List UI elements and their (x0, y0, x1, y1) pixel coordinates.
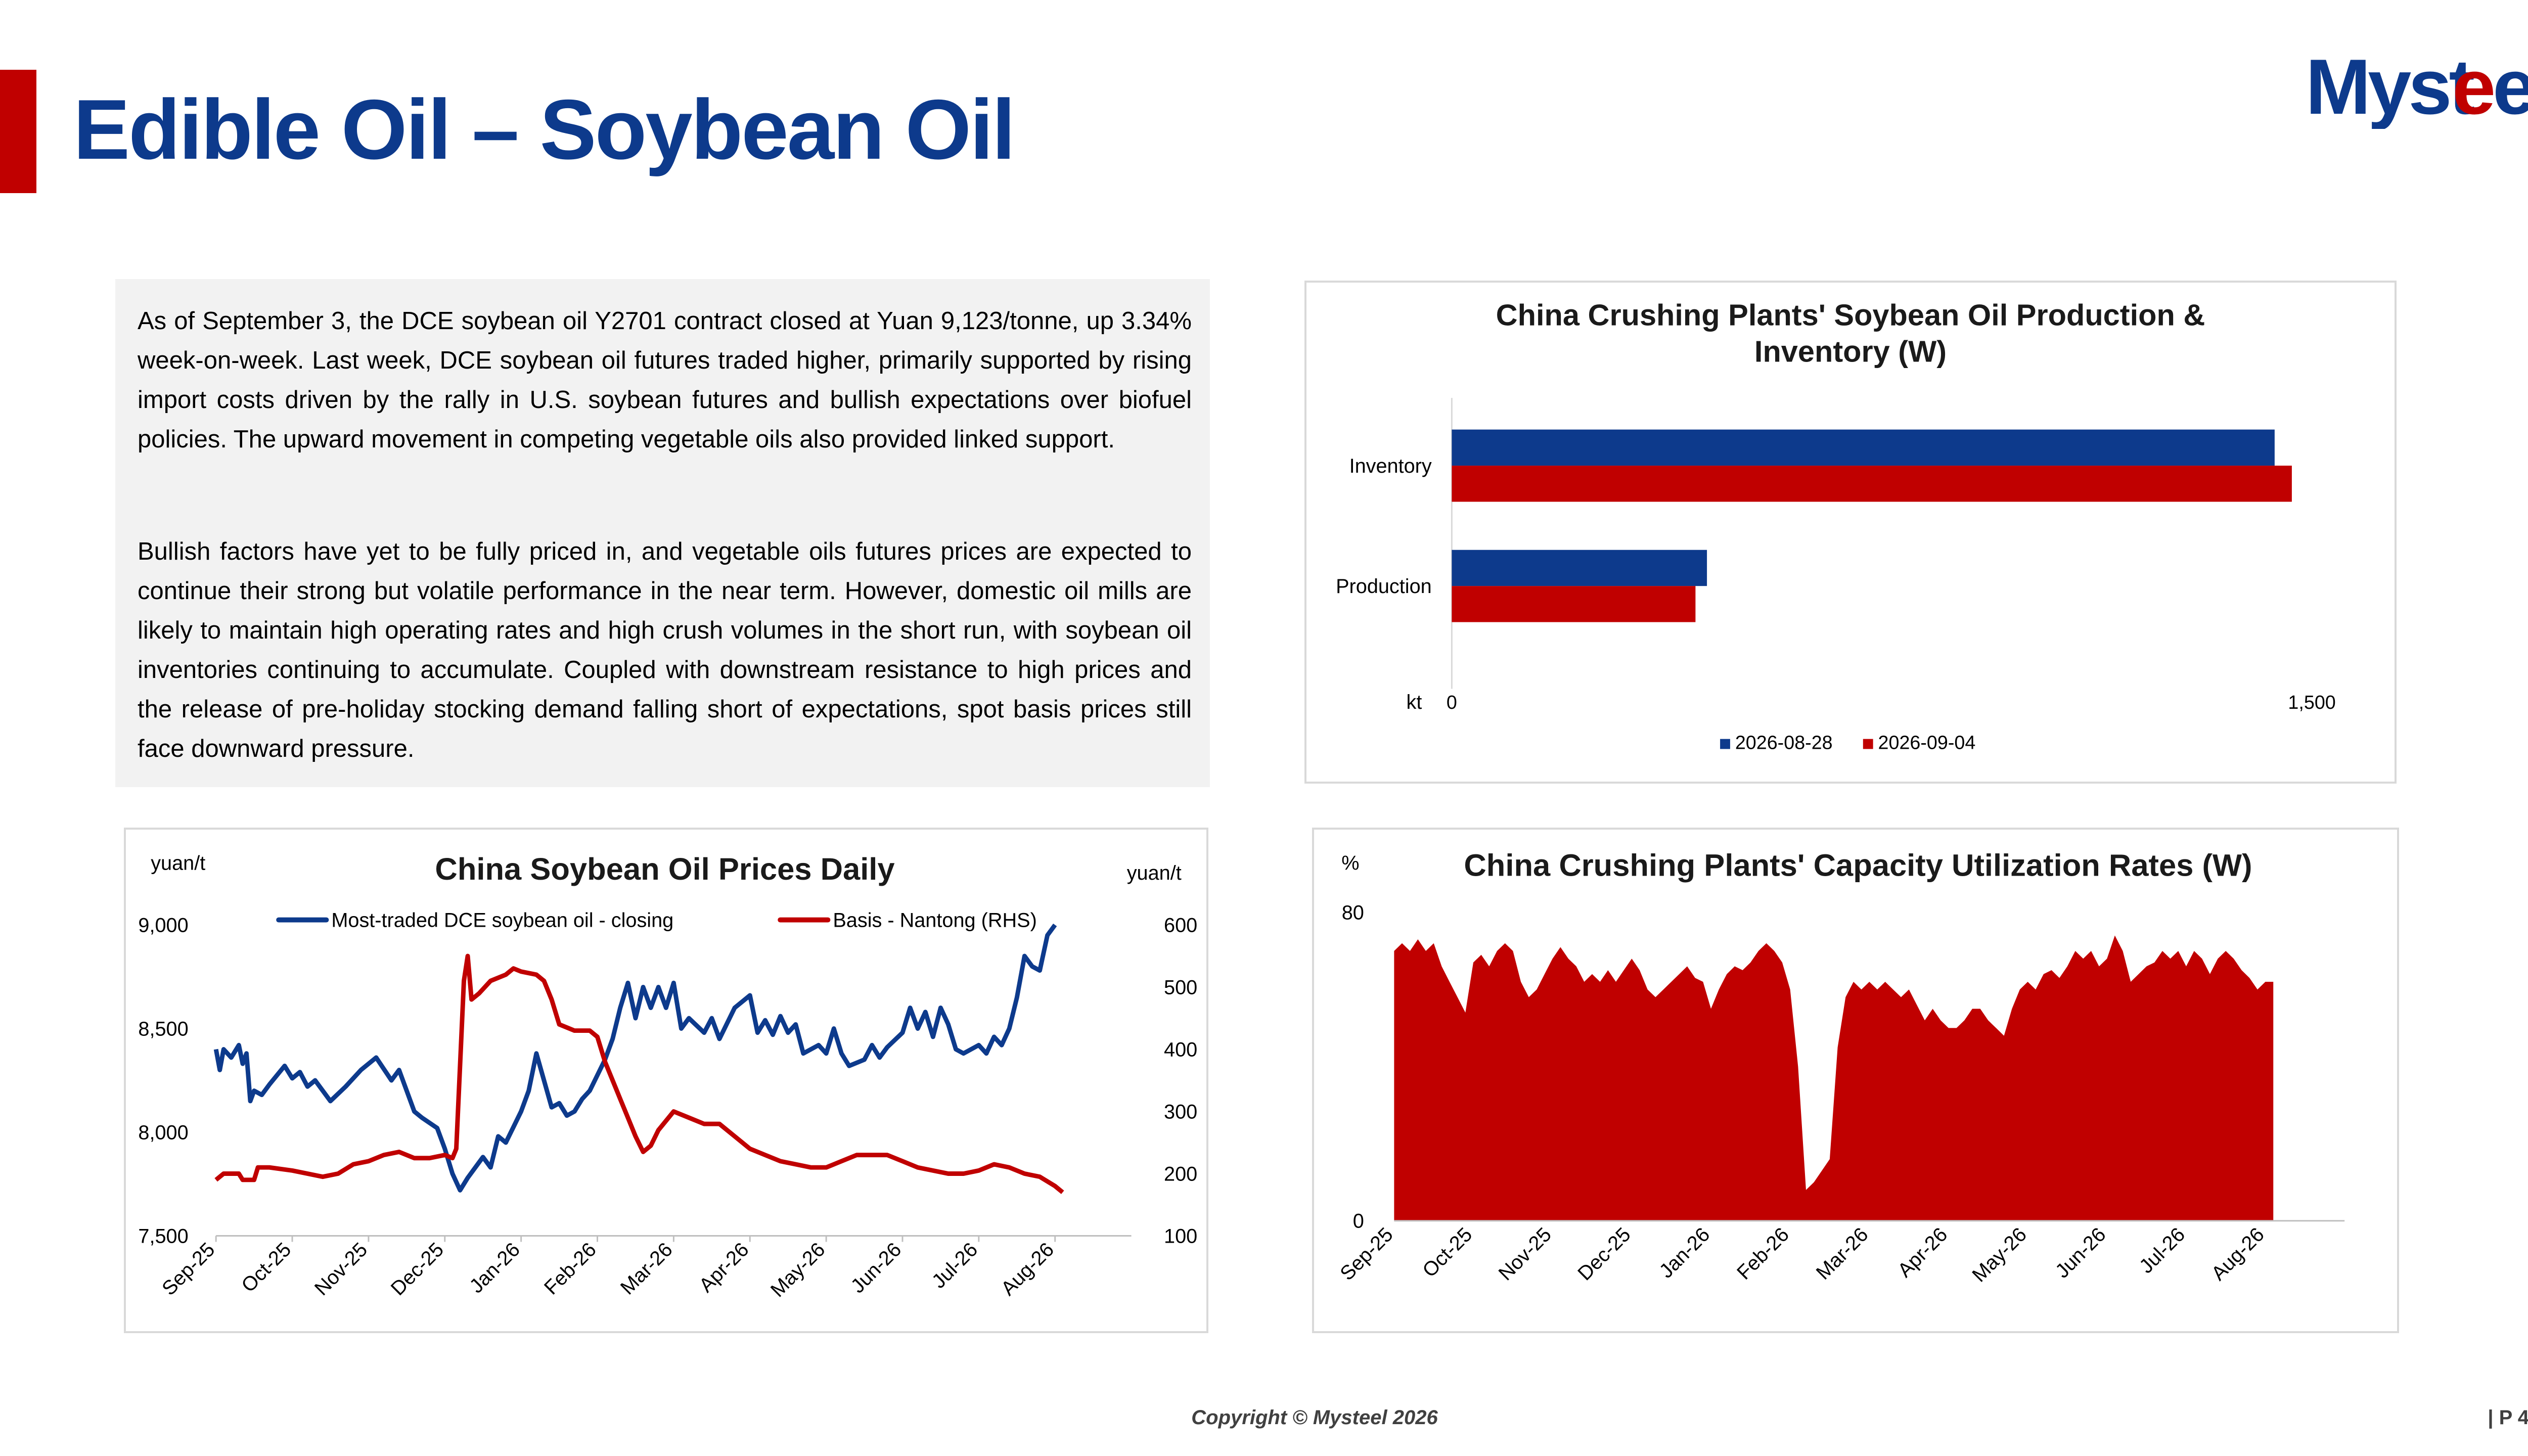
y-tick-label-right: 600 (1164, 914, 1197, 936)
y-tick-label-left: 8,500 (138, 1018, 188, 1040)
x-tick-label: May-26 (1968, 1223, 2031, 1287)
svg-text:el: el (2493, 43, 2528, 129)
series-line (214, 953, 1064, 1194)
y-tick-label: 0 (1353, 1210, 1364, 1233)
production-inventory-chart: China Crushing Plants' Soybean Oil Produ… (1304, 281, 2397, 784)
bar (1452, 550, 1707, 586)
chart-title: China Crushing Plants' Capacity Utilizat… (1464, 848, 2252, 883)
x-tick-label: May-26 (766, 1239, 830, 1302)
x-tick-label: Aug-26 (997, 1239, 1058, 1300)
bar (1452, 466, 2292, 502)
bar (1452, 429, 2275, 466)
x-tick-label: Dec-25 (387, 1239, 448, 1300)
commentary-panel: As of September 3, the DCE soybean oil Y… (115, 279, 1210, 787)
capacity-svg: China Crushing Plants' Capacity Utilizat… (1336, 848, 2345, 1287)
x-tick-label: Dec-25 (1573, 1223, 1635, 1285)
legend-swatch (1720, 739, 1730, 749)
utilization-area (1394, 935, 2274, 1221)
x-tick-label: Mar-26 (1812, 1223, 1873, 1284)
x-tick-label: Feb-26 (1733, 1223, 1793, 1284)
x-tick-label: Jul-26 (2135, 1223, 2190, 1278)
x-tick-label: Aug-26 (2207, 1223, 2269, 1285)
y-axis-right-title: yuan/t (1127, 862, 1182, 884)
y-tick-label-left: 9,000 (138, 914, 188, 936)
legend-label: Most-traded DCE soybean oil - closing (331, 909, 673, 931)
y-tick-label-right: 200 (1164, 1163, 1197, 1185)
x-tick-label: Nov-25 (1494, 1223, 1556, 1285)
price-chart: China Soybean Oil Prices Daily yuan/t yuan… (124, 828, 1208, 1333)
x-tick-label: Jul-26 (928, 1239, 982, 1293)
y-tick-label-left: 7,500 (138, 1225, 188, 1247)
commentary-paragraph: Bullish factors have yet to be fully pri… (138, 538, 1192, 762)
x-tick-label: Jun-26 (846, 1239, 906, 1298)
svg-text:e: e (2452, 43, 2493, 129)
production-inventory-svg: China Crushing Plants' Soybean Oil Produ… (1336, 298, 2336, 753)
mysteel-logo: Myst e el (2306, 43, 2528, 129)
title-accent-bar (0, 70, 36, 193)
x-tick-label: Apr-26 (695, 1239, 753, 1297)
category-label: Production (1336, 575, 1432, 598)
legend-label: 2026-09-04 (1878, 732, 1976, 753)
page-title: Edible Oil – Soybean Oil (73, 82, 1015, 177)
x-tick-label: Jan-26 (465, 1239, 524, 1298)
x-tick-label: Jan-26 (1655, 1223, 1714, 1283)
legend-label: 2026-08-28 (1735, 732, 1833, 753)
x-tick-label: Sep-25 (1336, 1223, 1397, 1285)
y-tick-label-left: 8,000 (138, 1121, 188, 1144)
y-tick-label-right: 300 (1164, 1101, 1197, 1123)
x-tick-label: Oct-25 (237, 1239, 295, 1297)
x-tick-label: Nov-25 (310, 1239, 372, 1300)
bar (1452, 586, 1696, 622)
y-tick-label: 80 (1342, 902, 1364, 924)
chart-title: Inventory (W) (1754, 335, 1947, 369)
chart-title: China Crushing Plants' Soybean Oil Produ… (1496, 298, 2205, 332)
copyright-text: Copyright © Mysteel 2026 (1191, 1406, 1438, 1429)
x-tick-label: Jun-26 (2051, 1223, 2110, 1283)
y-tick-label-right: 100 (1164, 1225, 1197, 1247)
commentary-paragraph: As of September 3, the DCE soybean oil Y… (138, 307, 1192, 453)
price-svg: China Soybean Oil Prices Daily yuan/t yuan… (138, 852, 1197, 1302)
legend-swatch (1863, 739, 1873, 749)
series-line (213, 923, 1057, 1193)
page-number: | P 4 (2488, 1406, 2528, 1429)
x-tick-label: 1,500 (2288, 692, 2335, 713)
x-tick-label: Sep-25 (158, 1239, 219, 1300)
x-tick-label: Apr-26 (1893, 1223, 1952, 1282)
x-tick-label: Oct-25 (1418, 1223, 1476, 1282)
y-tick-label-right: 500 (1164, 976, 1197, 998)
x-tick-label: Feb-26 (540, 1239, 601, 1299)
svg-text:Myst: Myst (2306, 43, 2474, 129)
y-axis-left-title: yuan/t (151, 852, 205, 874)
capacity-chart: China Crushing Plants' Capacity Utilizat… (1312, 828, 2399, 1333)
unit-label: kt (1407, 691, 1422, 713)
legend-label: Basis - Nantong (RHS) (833, 909, 1036, 931)
x-tick-label: 0 (1447, 692, 1457, 713)
x-tick-label: Mar-26 (616, 1239, 677, 1299)
chart-title: China Soybean Oil Prices Daily (435, 852, 894, 887)
category-label: Inventory (1349, 455, 1432, 477)
y-axis-title: % (1341, 852, 1359, 874)
y-tick-label-right: 400 (1164, 1038, 1197, 1061)
